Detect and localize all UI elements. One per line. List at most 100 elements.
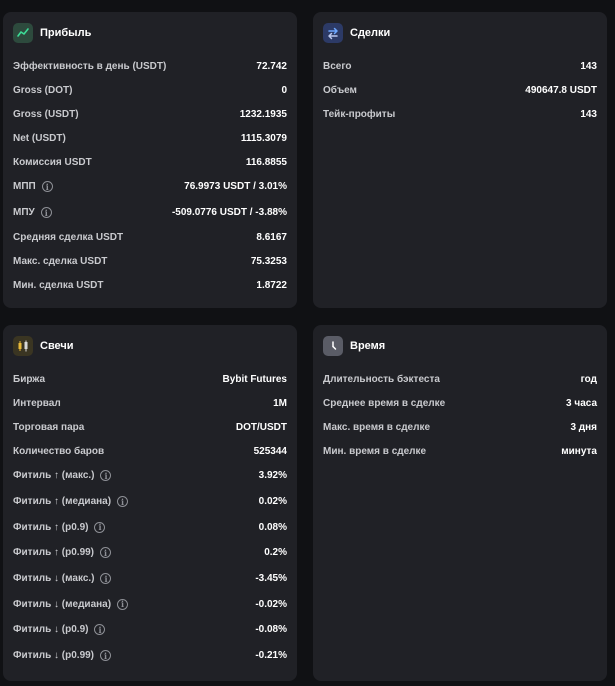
deals-header: Сделки bbox=[323, 22, 390, 44]
row-label-text: Фитиль ↓ (медиана) bbox=[13, 598, 112, 610]
row-value: 76.9973 USDT / 3.01% bbox=[184, 181, 287, 193]
row-label: Объем bbox=[323, 84, 357, 96]
row-value: 3.92% bbox=[258, 470, 287, 482]
row-label: Фитиль ↓ (макс.) i bbox=[13, 573, 112, 585]
row-value: 72.742 bbox=[256, 60, 287, 72]
row-label: МПП i bbox=[13, 181, 53, 193]
row-value: 143 bbox=[580, 108, 597, 120]
clock-icon bbox=[323, 336, 343, 356]
row-label: Количество баров bbox=[13, 445, 105, 457]
candles-row: Фитиль ↓ (p0.9) i -0.08% bbox=[3, 617, 297, 643]
row-value: год bbox=[580, 373, 597, 385]
profit-rows: Эффективность в день (USDT) 72.742 Gross … bbox=[3, 54, 297, 297]
time-header: Время bbox=[323, 335, 385, 357]
deals-row: Объем 490647.8 USDT bbox=[313, 78, 607, 102]
candles-row: Фитиль ↑ (p0.9) i 0.08% bbox=[3, 514, 297, 540]
row-value: 116.8855 bbox=[245, 156, 287, 168]
candles-title: Свечи bbox=[40, 340, 74, 352]
info-icon[interactable]: i bbox=[41, 181, 53, 193]
candles-icon bbox=[13, 336, 33, 356]
row-value: 75.3253 bbox=[250, 255, 287, 267]
profit-row: Мин. сделка USDT 1.8722 bbox=[3, 273, 297, 297]
row-label-text: Фитиль ↓ (p0.9) bbox=[13, 624, 89, 636]
candles-header: Свечи bbox=[13, 335, 74, 357]
candles-row: Торговая пара DOT/USDT bbox=[3, 415, 297, 439]
candles-row: Фитиль ↓ (макс.) i -3.45% bbox=[3, 566, 297, 592]
row-label: Фитиль ↓ (медиана) i bbox=[13, 598, 129, 610]
time-title: Время bbox=[350, 340, 386, 352]
row-value: -0.21% bbox=[255, 650, 287, 662]
candles-row: Фитиль ↓ (медиана) i -0.02% bbox=[3, 591, 297, 617]
profit-row: Эффективность в день (USDT) 72.742 bbox=[3, 54, 297, 78]
time-panel: Время Длительность бэктеста год Среднее в… bbox=[313, 325, 607, 681]
profit-row: Gross (USDT) 1232.1935 bbox=[3, 102, 297, 126]
row-value: -3.45% bbox=[255, 573, 287, 585]
row-label: Биржа bbox=[13, 373, 46, 385]
info-icon[interactable]: i bbox=[117, 598, 129, 610]
row-label: Средняя сделка USDT bbox=[13, 231, 124, 243]
row-label-text: Фитиль ↓ (макс.) bbox=[13, 573, 95, 585]
row-label: Эффективность в день (USDT) bbox=[13, 60, 167, 72]
candles-row: Количество баров 525344 bbox=[3, 439, 297, 463]
row-value: -0.08% bbox=[255, 624, 287, 636]
info-icon[interactable]: i bbox=[100, 573, 112, 585]
row-label: Торговая пара bbox=[13, 421, 85, 433]
candles-rows: Биржа Bybit Futures Интервал 1M Торговая п… bbox=[3, 367, 297, 669]
time-row: Мин. время в сделке минута bbox=[313, 439, 607, 463]
row-value: 3 дня bbox=[570, 421, 597, 433]
row-value: 490647.8 USDT bbox=[525, 84, 597, 96]
row-label: Комиссия USDT bbox=[13, 156, 92, 168]
row-label-text: МПУ bbox=[13, 207, 35, 219]
profit-row: МПП i 76.9973 USDT / 3.01% bbox=[3, 174, 297, 200]
row-value: 3 часа bbox=[566, 397, 597, 409]
row-value: 0.2% bbox=[264, 547, 287, 559]
row-label: Мин. время в сделке bbox=[323, 445, 427, 457]
row-label-text: Фитиль ↑ (медиана) bbox=[13, 496, 112, 508]
row-value: 1115.3079 bbox=[240, 132, 287, 144]
row-value: Bybit Futures bbox=[222, 373, 287, 385]
time-row: Длительность бэктеста год bbox=[313, 367, 607, 391]
profit-row: МПУ i -509.0776 USDT / -3.88% bbox=[3, 200, 297, 226]
candles-row: Фитиль ↑ (макс.) i 3.92% bbox=[3, 463, 297, 489]
row-label: Gross (USDT) bbox=[13, 108, 79, 120]
candles-panel: Свечи Биржа Bybit Futures Интервал 1M Торг… bbox=[3, 325, 297, 681]
deals-panel: Сделки Всего 143 Объем 490647.8 USDT Тейк-… bbox=[313, 12, 607, 308]
profit-row: Net (USDT) 1115.3079 bbox=[3, 126, 297, 150]
profit-row: Макс. сделка USDT 75.3253 bbox=[3, 249, 297, 273]
row-label: Мин. сделка USDT bbox=[13, 279, 104, 291]
row-label: Фитиль ↓ (p0.9) i bbox=[13, 624, 106, 636]
row-label: Фитиль ↑ (p0.9) i bbox=[13, 521, 106, 533]
row-value: 0.08% bbox=[258, 521, 287, 533]
info-icon[interactable]: i bbox=[100, 547, 112, 559]
profit-panel: Прибыль Эффективность в день (USDT) 72.74… bbox=[3, 12, 297, 308]
candles-row: Биржа Bybit Futures bbox=[3, 367, 297, 391]
row-label-text: Фитиль ↑ (p0.9) bbox=[13, 521, 89, 533]
row-value: 0.02% bbox=[258, 496, 287, 508]
swap-arrows-icon bbox=[323, 23, 343, 43]
time-rows: Длительность бэктеста год Среднее время в… bbox=[313, 367, 607, 463]
info-icon[interactable]: i bbox=[94, 521, 106, 533]
info-icon[interactable]: i bbox=[100, 470, 112, 482]
info-icon[interactable]: i bbox=[117, 496, 129, 508]
row-label: Фитиль ↑ (p0.99) i bbox=[13, 547, 112, 559]
row-value: 0 bbox=[281, 84, 287, 96]
info-icon[interactable]: i bbox=[100, 650, 112, 662]
row-label: Интервал bbox=[13, 397, 61, 409]
info-icon[interactable]: i bbox=[40, 207, 52, 219]
profit-row: Комиссия USDT 116.8855 bbox=[3, 150, 297, 174]
deals-rows: Всего 143 Объем 490647.8 USDT Тейк-профиты… bbox=[313, 54, 607, 126]
info-icon[interactable]: i bbox=[94, 624, 106, 636]
row-value: 525344 bbox=[253, 445, 287, 457]
profit-header: Прибыль bbox=[13, 22, 91, 44]
row-label: МПУ i bbox=[13, 207, 52, 219]
row-label: Среднее время в сделке bbox=[323, 397, 446, 409]
row-label: Макс. время в сделке bbox=[323, 421, 431, 433]
row-label: Net (USDT) bbox=[13, 132, 66, 144]
row-label: Макс. сделка USDT bbox=[13, 255, 108, 267]
profit-title: Прибыль bbox=[40, 27, 92, 39]
row-value: DOT/USDT bbox=[235, 421, 287, 433]
row-label: Длительность бэктеста bbox=[323, 373, 440, 385]
row-label: Gross (DOT) bbox=[13, 84, 73, 96]
deals-title: Сделки bbox=[350, 27, 391, 39]
candles-row: Интервал 1M bbox=[3, 391, 297, 415]
